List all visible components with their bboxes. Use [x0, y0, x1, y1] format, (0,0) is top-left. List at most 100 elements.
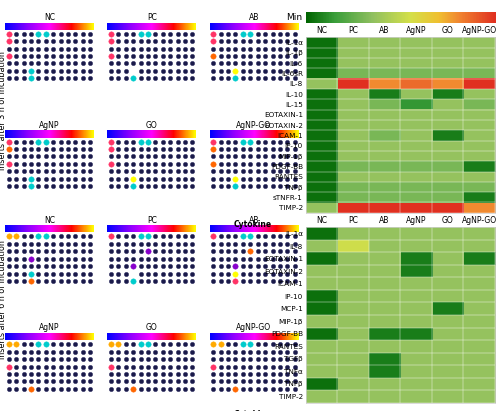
Point [276, 334, 284, 340]
Point [268, 131, 276, 137]
Point [188, 168, 196, 175]
Point [268, 38, 276, 44]
Point [86, 30, 94, 37]
Point [159, 363, 167, 370]
Point [268, 138, 276, 145]
Point [174, 349, 182, 355]
Point [42, 363, 50, 370]
Point [42, 371, 50, 377]
Point [12, 386, 20, 392]
Point [276, 183, 284, 189]
Point [290, 233, 298, 240]
Point [216, 75, 224, 81]
Point [246, 38, 254, 44]
Point [174, 263, 182, 269]
Point [216, 349, 224, 355]
Point [159, 168, 167, 175]
Point [216, 263, 224, 269]
Point [276, 233, 284, 240]
Point [246, 334, 254, 340]
Point [261, 334, 269, 340]
Point [27, 263, 35, 269]
Point [232, 183, 239, 189]
Point [20, 131, 28, 137]
Point [174, 278, 182, 284]
Point [72, 363, 80, 370]
Point [232, 386, 239, 392]
Point [34, 67, 42, 74]
Point [27, 363, 35, 370]
Point [12, 75, 20, 81]
Point [114, 38, 122, 44]
Point [290, 349, 298, 355]
Point [224, 53, 232, 59]
Point [268, 278, 276, 284]
Point [129, 386, 137, 392]
Point [216, 23, 224, 30]
Title: GO: GO [146, 323, 158, 332]
Point [20, 226, 28, 232]
Point [209, 30, 217, 37]
Point [79, 363, 87, 370]
Point [4, 226, 12, 232]
Point [129, 138, 137, 145]
Point [129, 371, 137, 377]
Point [246, 233, 254, 240]
Point [136, 183, 144, 189]
Point [246, 175, 254, 182]
Point [254, 161, 262, 167]
Point [246, 153, 254, 160]
Point [159, 153, 167, 160]
Point [284, 161, 292, 167]
Point [12, 233, 20, 240]
Point [174, 255, 182, 262]
Point [4, 233, 12, 240]
Point [239, 168, 247, 175]
Point [254, 38, 262, 44]
Point [246, 75, 254, 81]
Point [232, 334, 239, 340]
Point [166, 60, 174, 67]
Point [290, 67, 298, 74]
Point [34, 153, 42, 160]
Point [107, 270, 115, 277]
Point [122, 146, 130, 152]
Point [239, 38, 247, 44]
Point [42, 75, 50, 81]
Point [56, 45, 64, 52]
Point [188, 356, 196, 363]
Point [34, 146, 42, 152]
Point [4, 60, 12, 67]
Point [49, 75, 57, 81]
Point [261, 341, 269, 348]
Point [290, 45, 298, 52]
Point [27, 334, 35, 340]
Point [239, 45, 247, 52]
Point [276, 341, 284, 348]
Point [152, 161, 160, 167]
Point [152, 53, 160, 59]
Point [239, 378, 247, 385]
Point [152, 341, 160, 348]
Point [276, 175, 284, 182]
Point [216, 45, 224, 52]
Point [49, 67, 57, 74]
Point [181, 248, 189, 254]
Point [254, 168, 262, 175]
Point [246, 67, 254, 74]
Point [64, 363, 72, 370]
Point [20, 75, 28, 81]
Point [49, 356, 57, 363]
Point [261, 371, 269, 377]
Point [246, 53, 254, 59]
Point [129, 255, 137, 262]
Point [27, 378, 35, 385]
Point [254, 138, 262, 145]
Point [79, 240, 87, 247]
Point [239, 263, 247, 269]
Point [216, 175, 224, 182]
Point [107, 233, 115, 240]
Point [129, 168, 137, 175]
Point [122, 248, 130, 254]
Point [152, 175, 160, 182]
